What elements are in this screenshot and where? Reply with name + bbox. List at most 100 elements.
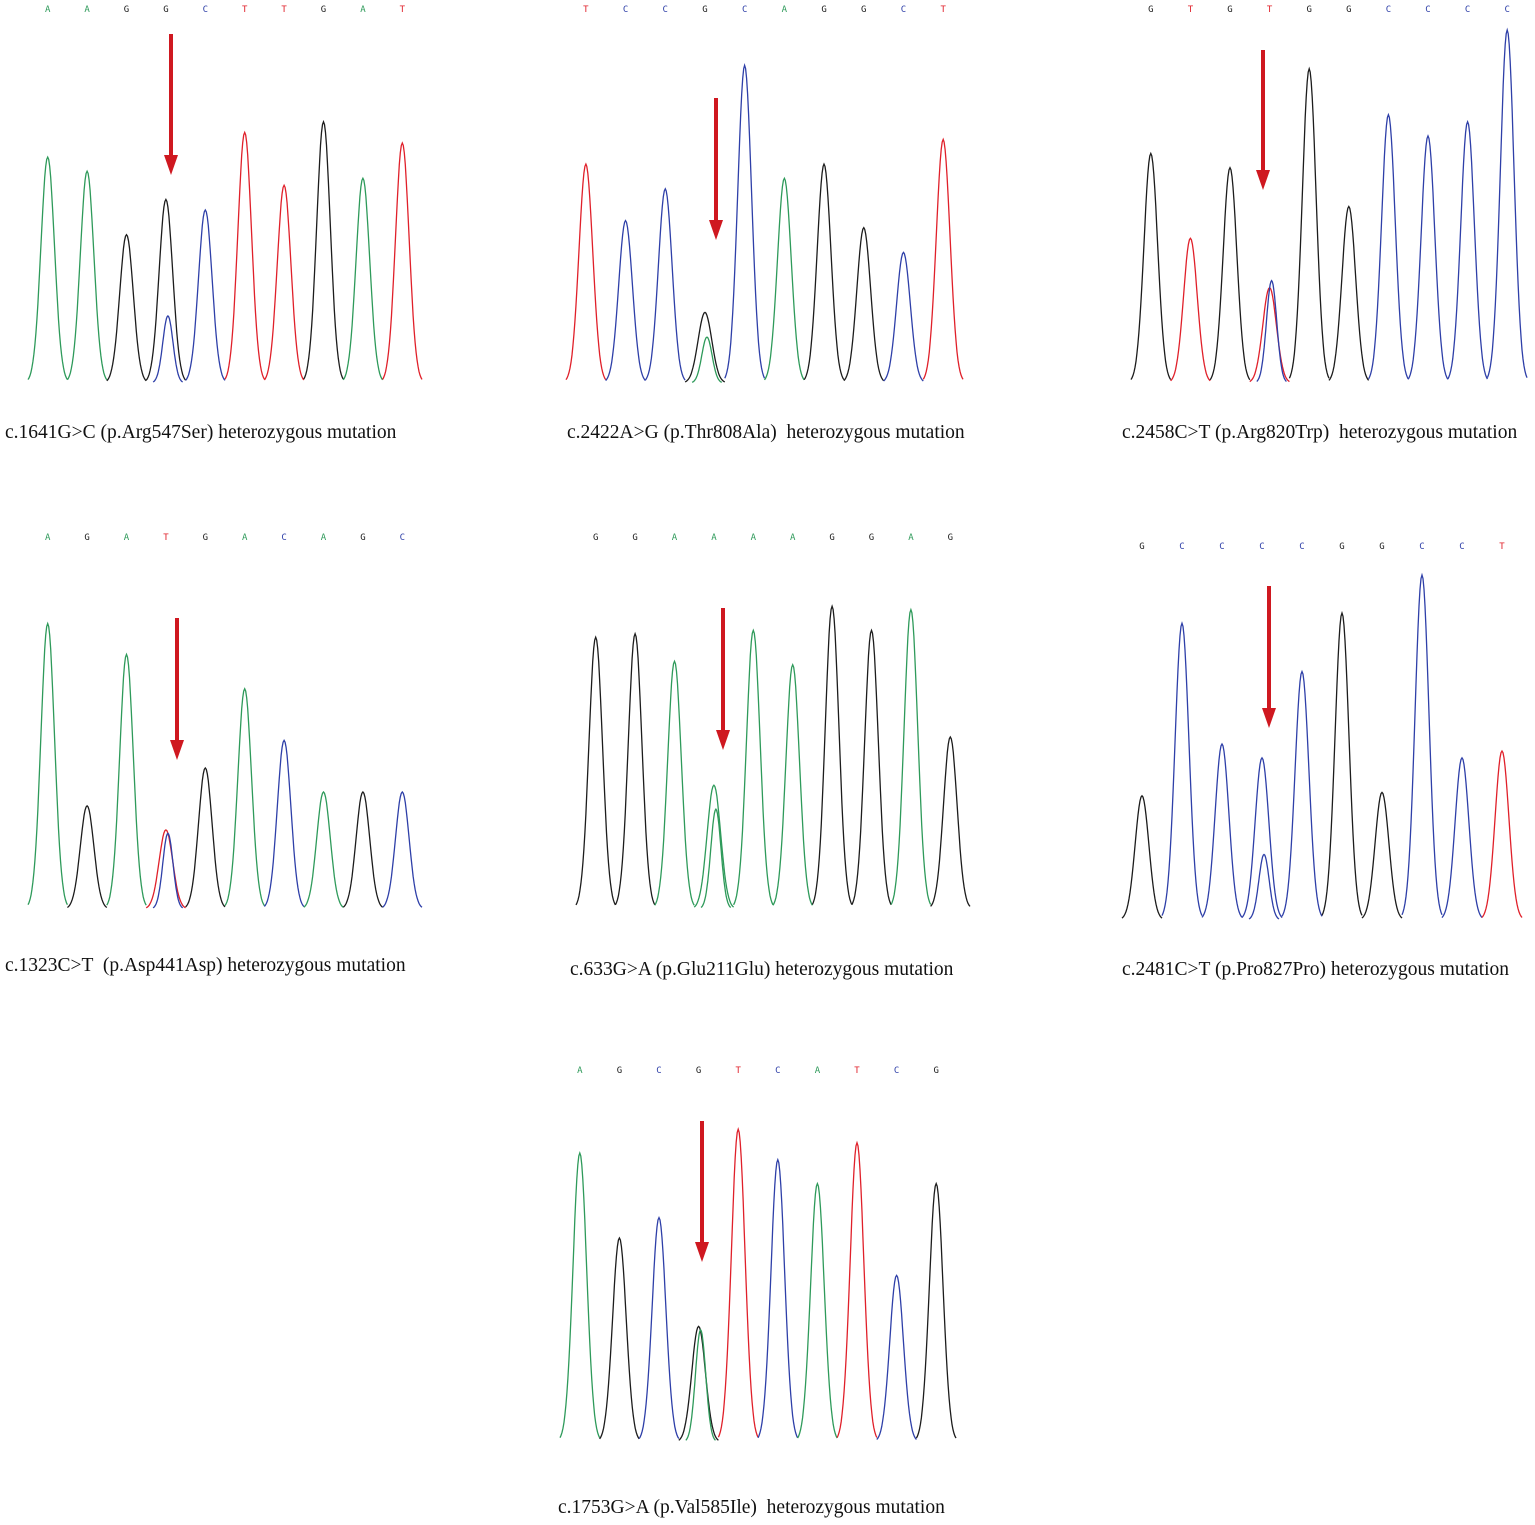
base-call-6: C [775,1066,780,1076]
panel-6: G C C C C G G C C T c.2481C>T (p.Pro827Pro) heter… [1121,542,1523,980]
peak-3 [644,187,686,381]
base-call-10: G [948,533,953,543]
caption-6: c.2481C>T (p.Pro827Pro) heterozygous mut… [1122,959,1510,980]
base-call-1: A [45,5,51,15]
peak-10 [1481,749,1523,918]
base-call-5: C [1299,542,1304,552]
caption-5: c.633G>A (p.Glu211Glu) heterozygous muta… [570,959,954,980]
peak-6 [763,176,805,381]
base-call-8: A [321,533,327,543]
base-call-5: G [203,533,208,543]
base-call-8: C [1425,5,1430,15]
peak-9 [1441,756,1483,918]
base-call-1: A [577,1066,583,1076]
peak-8 [303,119,344,380]
base-call-9: C [901,5,906,15]
peak-8 [851,628,892,906]
base-call-5: C [742,5,747,15]
peak-9 [876,1274,917,1440]
base-call-3: G [124,5,129,15]
base-call-7: G [821,5,826,15]
base-call-4: G [702,5,707,15]
peak-1 [1121,794,1163,919]
peak-7 [263,739,305,907]
peak-10 [1486,27,1528,378]
peak-2 [66,169,108,381]
base-call-6: A [790,533,796,543]
base-call-6: A [782,5,788,15]
base-call-7: G [1379,542,1384,552]
base-call-6: A [242,533,248,543]
peak-10 [382,141,423,380]
peak-5 [1281,669,1323,917]
base-call-8: T [854,1066,860,1076]
panel-1: A A G G C T T G A T c.1641G>C (p.Arg547Ser) heter… [0,0,510,470]
peak-5 [185,766,226,908]
peak-7 [263,183,305,381]
peak-5 [1288,66,1330,379]
peak-8 [836,1140,878,1438]
mutation-arrow-head [164,155,178,175]
base-call-1: G [1139,542,1144,552]
peak-6 [1321,610,1363,916]
base-call-9: C [1465,5,1470,15]
panel-5: G G A A A A G G A G c.633G>A (p.Glu211Glu) hetero… [0,0,1000,1000]
base-call-4: T [1267,5,1273,15]
peak-2 [599,1236,640,1440]
base-call-5: A [751,533,757,543]
peak-3 [1201,742,1243,918]
secondary-peak [1256,279,1287,382]
mutation-arrow-head [709,220,723,240]
peak-1 [27,155,68,380]
secondary-peak [152,832,184,909]
peak-6 [757,1157,799,1439]
peak-8 [1401,572,1443,916]
base-call-7: T [281,5,287,15]
peak-7 [803,162,845,381]
peak-8 [843,226,885,382]
peak-6 [224,687,265,907]
peak-9 [342,176,384,381]
secondary-peak [152,314,184,383]
base-call-5: C [203,5,208,15]
base-call-7: G [829,533,834,543]
base-call-2: C [1179,542,1184,552]
caption-2: c.2422A>G (p.Thr808Ala) heterozygous mut… [567,422,965,443]
base-call-1: T [583,5,589,15]
base-call-4: T [163,533,169,543]
peak-1 [27,621,68,905]
peak-4 [693,784,735,908]
base-call-10: T [940,5,946,15]
panel-7: A G C G T C A T C G c.1753G>A (p.Val585Ile) heter… [558,1066,957,1518]
base-call-2: C [623,5,628,15]
peak-7 [811,604,853,905]
base-call-3: C [663,5,668,15]
peak-3 [638,1215,680,1439]
base-call-2: A [84,5,90,15]
peak-9 [1447,119,1488,380]
base-call-4: G [696,1066,701,1076]
secondary-peak [691,336,723,383]
peak-1 [565,162,607,381]
peak-4 [1241,756,1283,918]
peak-1 [559,1150,601,1438]
peak-1 [1130,151,1172,380]
peak-3 [654,659,695,906]
base-call-6: T [242,5,248,15]
peak-2 [1170,237,1211,382]
mutation-arrow-head [1256,170,1270,190]
panel-4: A G A T G A C A G C c.1323C>T (p.Asp441Asp) heter… [0,0,510,1000]
mutation-arrow-head [695,1242,709,1262]
base-call-6: G [1346,5,1351,15]
peak-10 [915,1181,957,1439]
base-call-1: G [593,533,598,543]
peak-6 [224,130,265,380]
peak-7 [797,1181,838,1439]
peak-5 [185,208,226,381]
peak-3 [106,233,147,382]
